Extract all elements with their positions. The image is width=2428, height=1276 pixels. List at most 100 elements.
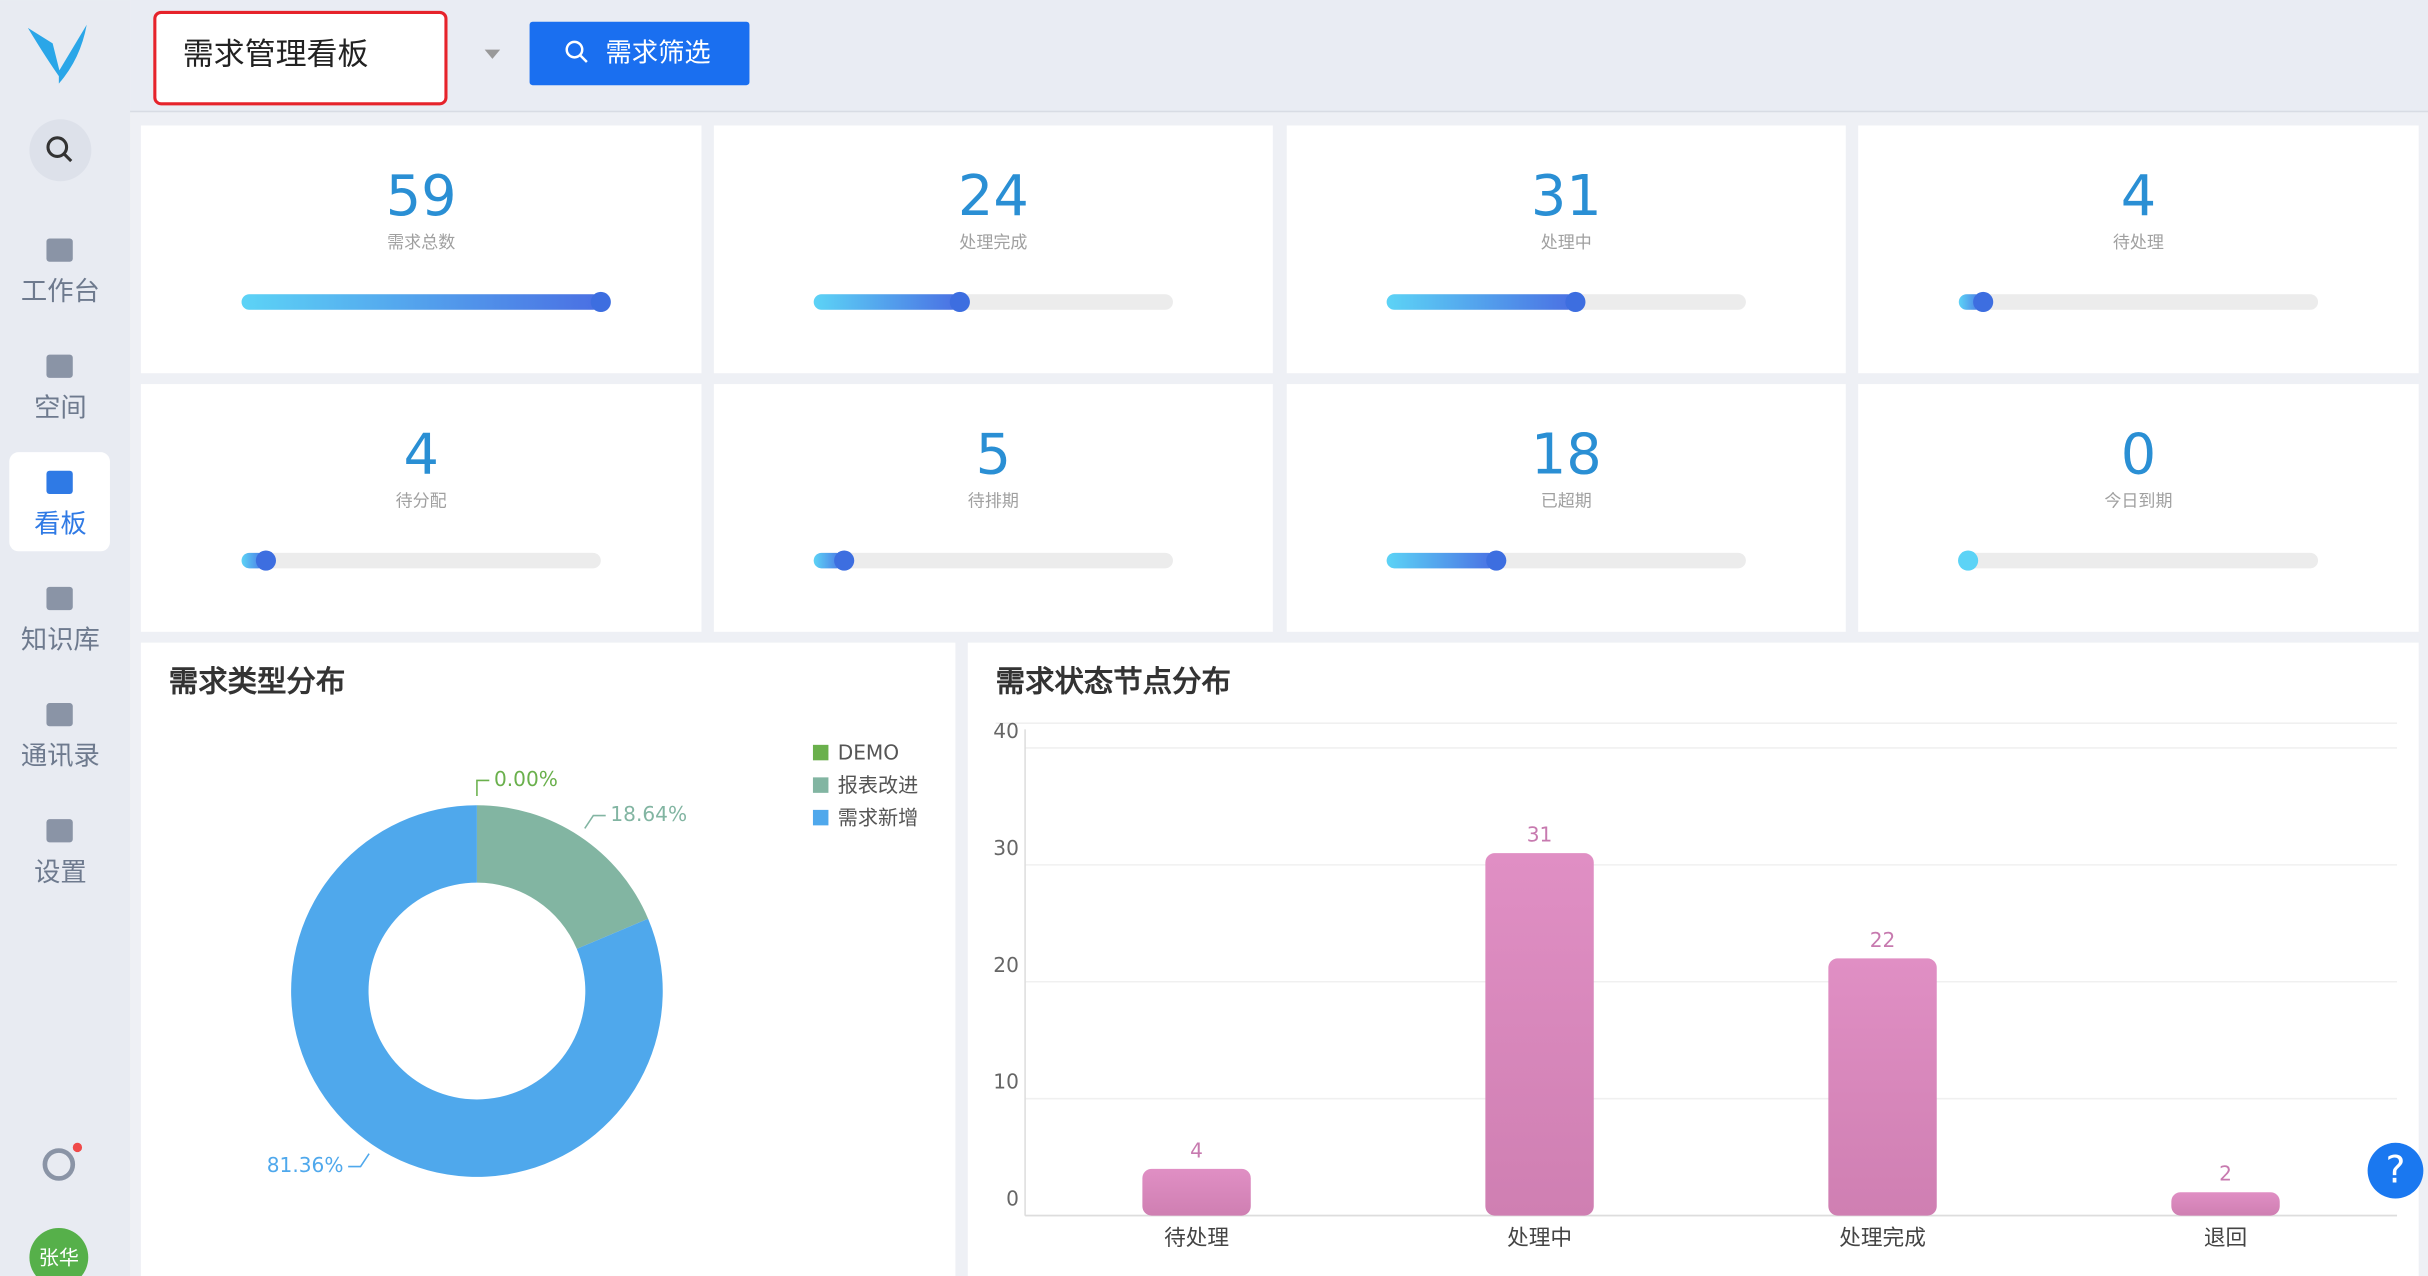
notify-icon[interactable] [42, 1148, 76, 1181]
nav-icon[interactable] [46, 470, 73, 494]
stat-card [713, 384, 1273, 632]
filter-icon [565, 40, 584, 59]
search-button[interactable] [29, 119, 92, 182]
stat-card [1858, 384, 2419, 632]
filter-text: 需求筛选 [605, 39, 710, 69]
nav-label[interactable]: 空间 [34, 393, 87, 423]
legend-swatch[interactable] [812, 744, 829, 761]
bar[interactable] [1485, 853, 1594, 1216]
bar-chart: 0 10 20 30 40 4 待处理 31 处理中 22 处理完成 2 退回 [993, 719, 2398, 1251]
bar-title: 需求状态节点分布 [996, 664, 1231, 698]
x-tick-label: 待处理 [1164, 1226, 1229, 1251]
x-tick-label: 退回 [2204, 1226, 2247, 1251]
nav-icon[interactable] [46, 238, 73, 262]
stat-value: 5 [976, 423, 1011, 488]
legend-label[interactable]: DEMO [838, 741, 899, 765]
nav-label[interactable]: 看板 [34, 509, 87, 539]
pie-title: 需求类型分布 [169, 664, 345, 698]
dropdown-arrow[interactable] [484, 49, 501, 59]
progress-track [241, 552, 601, 569]
y-tick-label: 40 [993, 719, 1019, 743]
stat-label: 待处理 [2113, 233, 2164, 253]
bar[interactable] [1142, 1168, 1251, 1216]
filter-icon [579, 54, 588, 63]
avatar-text: 张华 [39, 1245, 79, 1269]
progress-fill [241, 294, 601, 310]
progress-knob [834, 550, 855, 571]
pie-label: 0.00% [494, 767, 558, 791]
stat-value: 24 [958, 164, 1029, 229]
avatar[interactable] [29, 1227, 89, 1276]
filter-button[interactable] [529, 21, 750, 86]
progress-track [1958, 294, 2319, 310]
pie-leader [348, 1153, 370, 1168]
stat-label: 待分配 [396, 492, 447, 512]
legend-label[interactable]: 报表改进 [838, 773, 919, 797]
stat-card [1286, 384, 1846, 632]
stat-value: 4 [403, 423, 438, 488]
bar[interactable] [2171, 1192, 2280, 1216]
stat-value: 31 [1531, 164, 1602, 229]
pie-panel [140, 642, 956, 1276]
stat-card [1286, 125, 1846, 374]
stat-card [1858, 125, 2419, 374]
progress-knob [1486, 550, 1507, 571]
logo[interactable] [27, 24, 87, 84]
stat-label: 今日到期 [2104, 492, 2172, 512]
progress-knob [949, 291, 970, 313]
nav-icon[interactable] [46, 819, 73, 843]
bar[interactable] [1828, 958, 1937, 1216]
stat-card [140, 384, 702, 632]
search-icon [62, 152, 73, 163]
y-tick-label: 30 [993, 836, 1019, 860]
progress-knob [1973, 291, 1994, 313]
stat-card [713, 125, 1273, 374]
progress-track [1958, 552, 2319, 569]
nav-label[interactable]: 知识库 [21, 626, 100, 656]
y-tick-label: 10 [993, 1070, 1019, 1094]
stat-value: 4 [2121, 164, 2156, 229]
y-tick-label: 0 [1006, 1187, 1019, 1211]
pie-label: 18.64% [610, 802, 687, 826]
search-icon [46, 136, 69, 158]
stat-card [140, 125, 702, 374]
stat-label: 处理中 [1541, 233, 1592, 253]
progress-knob [1565, 291, 1586, 313]
header [130, 0, 2428, 112]
legend-swatch[interactable] [812, 809, 829, 826]
board-title: 需求管理看板 [183, 36, 369, 72]
stat-label: 待排期 [968, 492, 1019, 512]
pie-slice [291, 805, 663, 1177]
progress-knob [590, 291, 611, 313]
y-tick-label: 20 [993, 953, 1019, 977]
help-button[interactable] [2367, 1142, 2424, 1199]
nav-icon[interactable] [46, 354, 73, 378]
x-tick-label: 处理中 [1507, 1226, 1572, 1251]
pie-label: 81.36% [267, 1153, 344, 1177]
board-select[interactable] [153, 10, 448, 106]
notify-dot [72, 1142, 83, 1153]
nav-label[interactable]: 设置 [34, 858, 87, 888]
bar-value-label: 2 [2219, 1162, 2232, 1186]
nav-active-bg [9, 452, 110, 552]
x-tick-label: 处理完成 [1839, 1226, 1926, 1251]
stat-value: 18 [1531, 423, 1602, 488]
nav-icon[interactable] [46, 586, 73, 611]
progress-fill [1386, 294, 1576, 310]
legend-label[interactable]: 需求新增 [838, 806, 919, 830]
bar-value-label: 22 [1870, 928, 1896, 952]
nav-icon[interactable] [46, 703, 73, 727]
bar-value-label: 31 [1527, 823, 1553, 847]
nav-label[interactable]: 通讯录 [21, 742, 100, 772]
pie-chart: 0.00% DEMO 18.64% 报表改进 81.36% 需求新增 [267, 741, 918, 1177]
nav-label[interactable]: 工作台 [21, 277, 100, 307]
stat-label: 已超期 [1541, 492, 1592, 512]
legend-swatch[interactable] [812, 777, 829, 793]
progress-track [813, 552, 1173, 569]
progress-fill [813, 294, 960, 310]
pie-leader [584, 814, 606, 829]
stat-label: 处理完成 [959, 233, 1027, 253]
progress-fill [1386, 552, 1497, 569]
